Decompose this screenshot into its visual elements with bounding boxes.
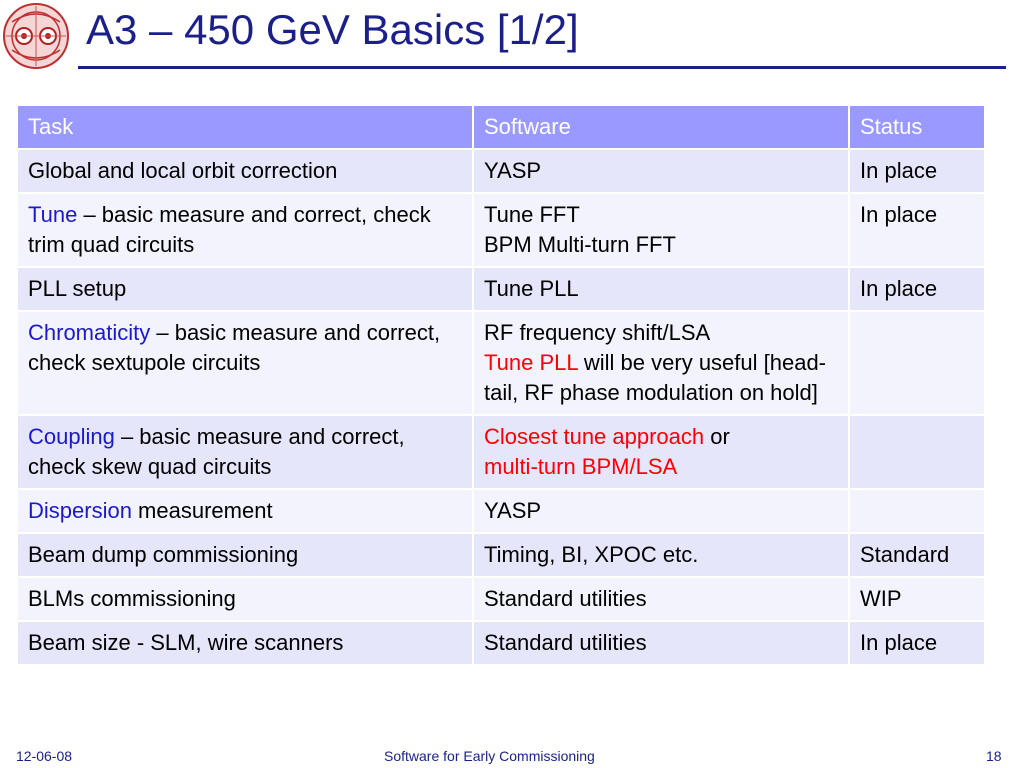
software-cell: YASP [472,148,850,194]
status-cell: WIP [848,576,986,622]
table-row: BLMs commissioning Standard utilities WI… [16,576,986,622]
table-row: Beam dump commissioning Timing, BI, XPOC… [16,532,986,578]
status-cell: In place [848,620,986,666]
software-line: RF frequency shift/LSA [484,320,711,345]
status-cell [848,414,986,490]
status-cell: In place [848,266,986,312]
status-cell: In place [848,148,986,194]
task-cell: Dispersion measurement [16,488,474,534]
status-cell [848,488,986,534]
title-underline [78,66,1006,69]
task-text: – basic measure and correct, check skew … [28,424,405,479]
task-cell: Beam dump commissioning [16,532,474,578]
software-highlight: Closest tune approach [484,424,705,449]
software-line: BPM Multi-turn FFT [484,232,676,257]
task-cell: Tune – basic measure and correct, check … [16,192,474,268]
task-keyword: Chromaticity [28,320,151,345]
task-cell: Global and local orbit correction [16,148,474,194]
task-keyword: Dispersion [28,498,132,523]
table-row: Coupling – basic measure and correct, ch… [16,414,986,490]
status-cell: In place [848,192,986,268]
footer-title: Software for Early Commissioning [384,748,595,764]
status-cell [848,310,986,416]
task-text: – basic measure and correct, check sextu… [28,320,441,375]
software-cell: YASP [472,488,850,534]
software-highlight: multi-turn BPM/LSA [484,454,678,479]
software-cell: Closest tune approach or multi-turn BPM/L… [472,414,850,490]
software-cell: Tune FFT BPM Multi-turn FFT [472,192,850,268]
software-text: or [704,424,730,449]
commissioning-table: Task Software Status Global and local or… [16,104,986,666]
footer-date: 12-06-08 [16,748,73,764]
header-status: Status [848,104,986,150]
task-cell: Coupling – basic measure and correct, ch… [16,414,474,490]
software-highlight: Tune PLL [484,350,578,375]
status-cell: Standard [848,532,986,578]
task-cell: BLMs commissioning [16,576,474,622]
software-text: will be very useful [head-tail, RF phase… [484,350,827,405]
software-cell: Tune PLL [472,266,850,312]
slide-title: A3 – 450 GeV Basics [1/2] [86,6,579,53]
task-cell: Beam size - SLM, wire scanners [16,620,474,666]
table-row: Global and local orbit correction YASP I… [16,148,986,194]
task-keyword: Tune [28,202,78,227]
task-text: – basic measure and correct, check trim … [28,202,431,257]
task-keyword: Coupling [28,424,115,449]
table-row: PLL setup Tune PLL In place [16,266,986,312]
task-cell: PLL setup [16,266,474,312]
table-row: Tune – basic measure and correct, check … [16,192,986,268]
software-cell: Standard utilities [472,620,850,666]
page-number: 18 [986,748,1002,764]
table-row: Chromaticity – basic measure and correct… [16,310,986,416]
task-cell: Chromaticity – basic measure and correct… [16,310,474,416]
table-header-row: Task Software Status [16,104,986,150]
software-line: Tune FFT [484,202,580,227]
table-row: Beam size - SLM, wire scanners Standard … [16,620,986,666]
software-cell: RF frequency shift/LSA Tune PLL will be v… [472,310,850,416]
header-task: Task [16,104,474,150]
table-row: Dispersion measurement YASP [16,488,986,534]
task-text: measurement [131,498,273,523]
software-cell: Standard utilities [472,576,850,622]
lhc-dipole-logo-icon [3,3,69,69]
software-cell: Timing, BI, XPOC etc. [472,532,850,578]
header-software: Software [472,104,850,150]
